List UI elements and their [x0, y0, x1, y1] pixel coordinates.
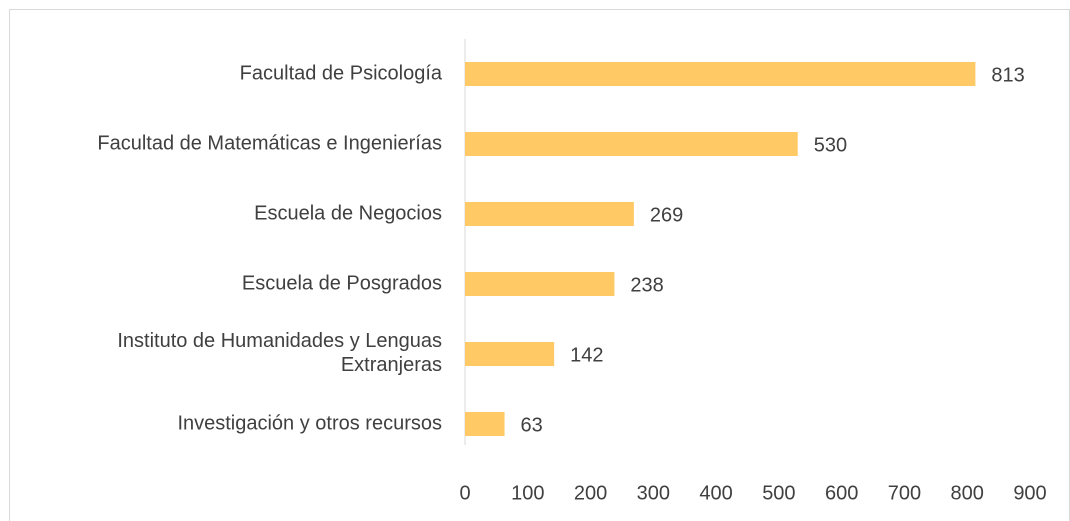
x-tick-label: 300	[637, 482, 670, 504]
x-tick-label: 100	[511, 482, 544, 504]
chart-border	[9, 9, 1070, 521]
data-label: 530	[814, 134, 847, 156]
x-tick-label: 700	[888, 482, 921, 504]
x-tick-label: 200	[574, 482, 607, 504]
bar	[465, 342, 555, 366]
data-label: 813	[991, 64, 1024, 86]
y-tick-label: Escuela de Negocios	[254, 202, 442, 224]
data-label: 238	[630, 274, 663, 296]
x-tick-label: 600	[825, 482, 858, 504]
x-tick-label: 0	[459, 482, 470, 504]
x-tick-label: 900	[1013, 482, 1046, 504]
y-tick-label: Escuela de Posgrados	[242, 272, 442, 294]
bar	[465, 412, 505, 436]
bar	[465, 202, 634, 226]
x-tick-label: 400	[699, 482, 732, 504]
x-tick-label: 800	[951, 482, 984, 504]
y-tick-label: Investigación y otros recursos	[177, 412, 442, 434]
data-label: 63	[521, 414, 543, 436]
y-tick-label: Facultad de Matemáticas e Ingenierías	[97, 132, 442, 154]
bar	[465, 62, 976, 86]
data-label: 142	[570, 344, 603, 366]
y-tick-label: Instituto de Humanidades y Lenguas Extra…	[117, 330, 442, 376]
bar	[465, 272, 615, 296]
bar	[465, 132, 798, 156]
y-tick-label: Facultad de Psicología	[240, 62, 443, 84]
x-tick-label: 500	[762, 482, 795, 504]
data-label: 269	[650, 204, 683, 226]
